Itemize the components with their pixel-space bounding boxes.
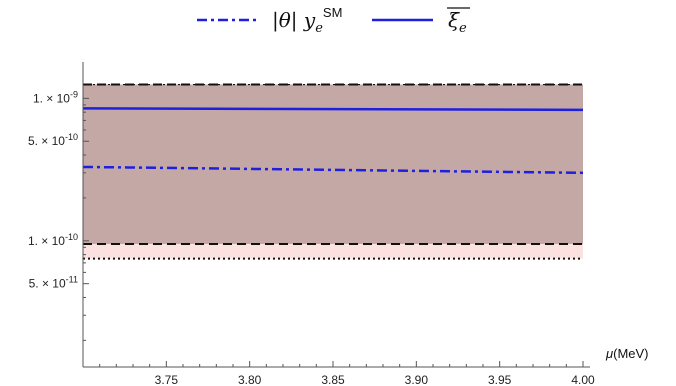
legend-xi-e-label: ξe [448, 8, 467, 36]
x-tick-label: 4.00 [571, 373, 595, 386]
y-ticks: 1. × 10-9 5. × 10-10 1. × 10-10 5. × 10-11 [28, 89, 89, 341]
x-tick-label: 3.95 [488, 373, 512, 386]
y-tick-label: 5. × 10-11 [29, 275, 78, 291]
legend: |θ| yeSM ξe [197, 5, 470, 36]
y-tick-label: 1. × 10-9 [33, 89, 78, 105]
x-ticks: 3.75 3.80 3.85 3.90 3.95 4.00 [82, 361, 595, 386]
y-tick-label: 1. × 10-10 [28, 232, 78, 248]
series-xi-e-line [82, 107, 584, 112]
x-tick-label: 3.75 [155, 373, 179, 386]
x-tick-label: 3.85 [321, 373, 345, 386]
x-tick-label: 3.90 [405, 373, 429, 386]
y-tick-label: 5. × 10-10 [28, 132, 78, 148]
legend-theta-ye-label: |θ| yeSM [272, 5, 342, 36]
dark-band [83, 84, 583, 244]
x-tick-label: 3.80 [238, 373, 262, 386]
x-axis-label: μ(MeV) [605, 346, 649, 361]
